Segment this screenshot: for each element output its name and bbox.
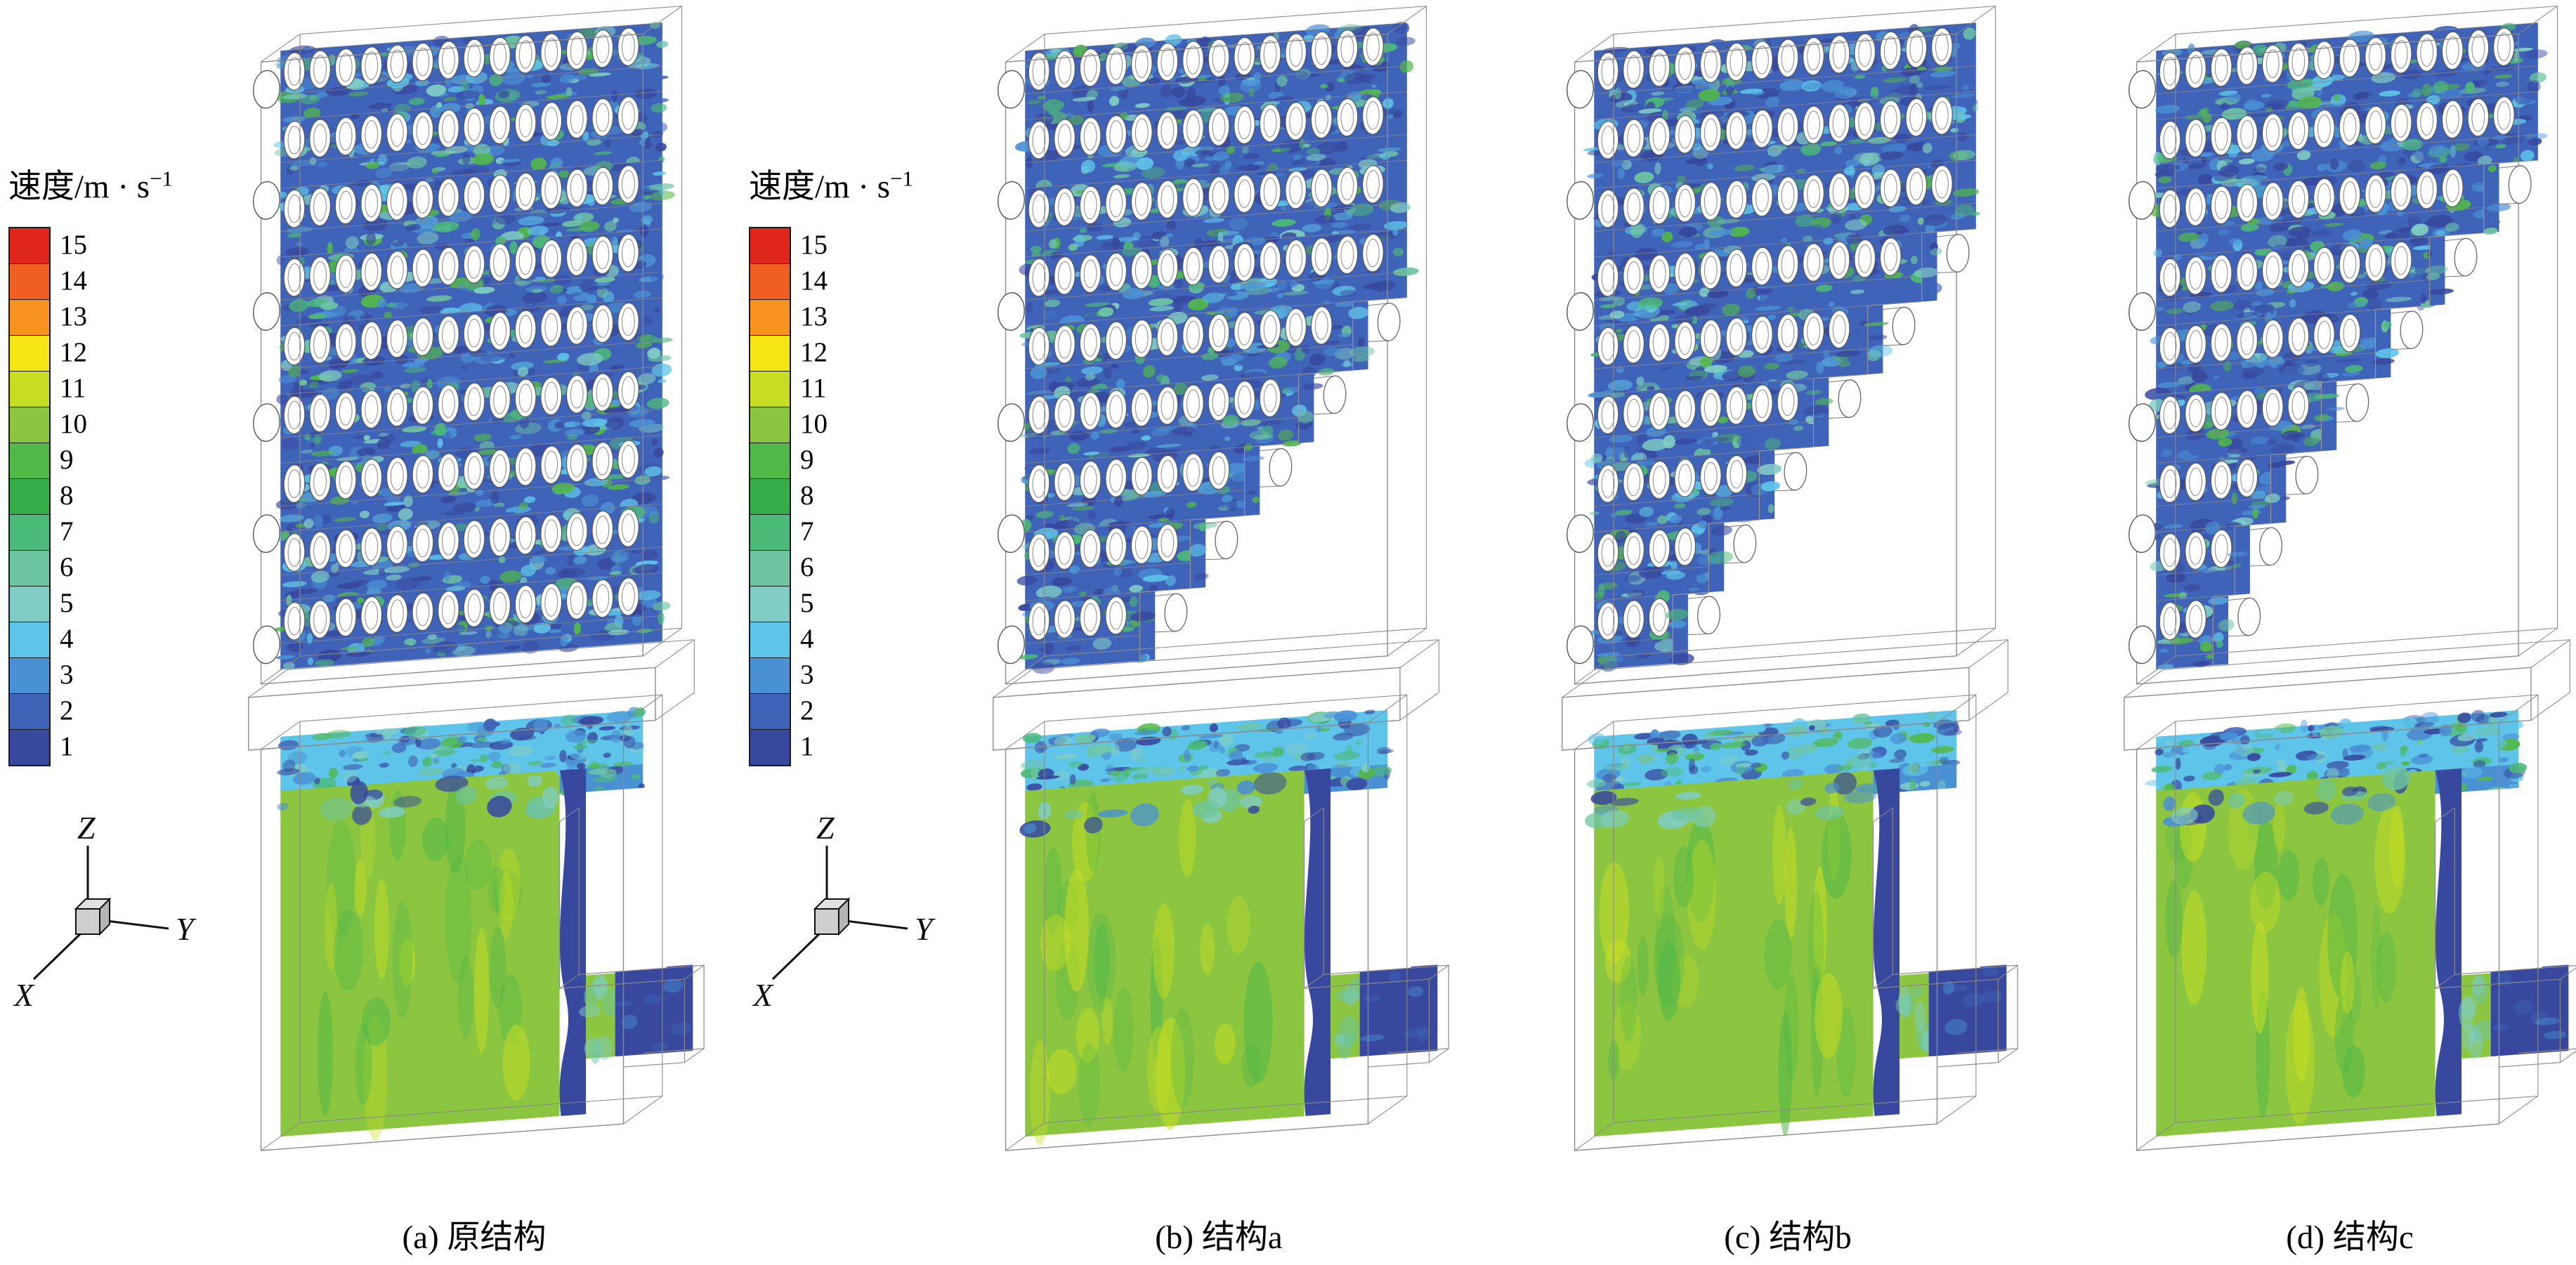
colorbar-tick-labels: 15 14 13 12 11 10 9 8 7 6 5 4 3 2 1 bbox=[800, 227, 828, 764]
axis-triad-1: Z X Y bbox=[13, 810, 197, 1013]
colorbar-cell-6 bbox=[750, 550, 790, 586]
colorbar-title-text: 速度/m · s bbox=[749, 169, 891, 205]
colorbar-cell-1 bbox=[750, 729, 790, 765]
colorbar-tick-label: 5 bbox=[60, 588, 74, 618]
colorbar-body: 15 14 13 12 11 10 9 8 7 6 5 4 3 2 1 bbox=[749, 227, 913, 766]
y-axis-label: Y bbox=[176, 911, 197, 947]
colorbar-cell-5 bbox=[10, 586, 49, 622]
colorbar-title: 速度/m · s−1 bbox=[749, 159, 913, 207]
colorbar-cell-11 bbox=[10, 371, 49, 407]
panel-d-contour-plot bbox=[2124, 6, 2576, 1151]
colorbar-tick-label: 1 bbox=[60, 731, 74, 761]
colorbar-cell-7 bbox=[10, 514, 49, 550]
x-axis-label: X bbox=[13, 977, 35, 1013]
colorbar-cell-8 bbox=[10, 478, 49, 514]
colorbar-tick-label: 6 bbox=[60, 552, 74, 582]
colorbar-tick-label: 3 bbox=[800, 660, 814, 690]
colorbar-legend-1: 速度/m · s−1 15 14 13 12 11 10 9 8 7 6 5 4 3 2 1 bbox=[8, 159, 173, 766]
colorbar-tick-label: 9 bbox=[800, 445, 814, 475]
origin-cube-front bbox=[75, 908, 100, 935]
colorbar bbox=[8, 227, 51, 766]
colorbar-tick-label: 7 bbox=[800, 516, 814, 546]
colorbar-tick-label: 14 bbox=[800, 266, 828, 296]
x-axis-label: X bbox=[752, 977, 774, 1013]
colorbar-cell-13 bbox=[10, 299, 49, 335]
colorbar-cell-12 bbox=[10, 335, 49, 371]
colorbar-cell-2 bbox=[750, 693, 790, 729]
origin-cube-front bbox=[814, 908, 839, 935]
colorbar-cell-5 bbox=[750, 586, 790, 622]
colorbar-tick-label: 2 bbox=[800, 695, 814, 726]
colorbar-title-text: 速度/m · s bbox=[8, 169, 150, 205]
colorbar-cell-3 bbox=[10, 657, 49, 693]
colorbar-tick-label: 14 bbox=[60, 266, 87, 296]
colorbar-tick-label: 12 bbox=[60, 337, 87, 367]
colorbar-tick-label: 15 bbox=[800, 230, 828, 260]
panel-a-contour-plot bbox=[248, 6, 705, 1151]
colorbar-tick-label: 13 bbox=[60, 301, 87, 332]
colorbar-cell-2 bbox=[10, 693, 49, 729]
colorbar-tick-label: 11 bbox=[60, 373, 86, 403]
colorbar-cell-11 bbox=[750, 371, 790, 407]
colorbar-cell-14 bbox=[750, 263, 790, 299]
colorbar-cell-10 bbox=[10, 407, 49, 443]
colorbar-cell-15 bbox=[10, 228, 49, 263]
colorbar-tick-labels: 15 14 13 12 11 10 9 8 7 6 5 4 3 2 1 bbox=[60, 227, 87, 764]
colorbar-tick-label: 13 bbox=[800, 301, 828, 332]
colorbar-tick-label: 2 bbox=[60, 695, 74, 726]
y-axis-line bbox=[100, 919, 169, 930]
colorbar-cell-12 bbox=[750, 335, 790, 371]
colorbar-tick-label: 5 bbox=[800, 588, 814, 618]
colorbar-tick-label: 15 bbox=[60, 230, 87, 260]
colorbar-cell-10 bbox=[750, 407, 790, 443]
colorbar-tick-label: 4 bbox=[60, 624, 74, 654]
colorbar-cell-6 bbox=[10, 550, 49, 586]
y-axis-label: Y bbox=[915, 911, 936, 947]
colorbar-title-sup: −1 bbox=[890, 166, 914, 191]
colorbar-cell-7 bbox=[750, 514, 790, 550]
colorbar-tick-label: 7 bbox=[60, 516, 74, 546]
panel-a-caption: (a) 原结构 bbox=[402, 1219, 547, 1256]
colorbar-cell-9 bbox=[10, 443, 49, 478]
colorbar-title-sup: −1 bbox=[150, 166, 174, 191]
colorbar-cell-8 bbox=[750, 478, 790, 514]
colorbar-cell-15 bbox=[750, 228, 790, 263]
colorbar-tick-label: 9 bbox=[60, 445, 74, 475]
panel-d-caption: (d) 结构c bbox=[2286, 1219, 2414, 1256]
colorbar-tick-label: 1 bbox=[800, 731, 814, 761]
colorbar-cell-4 bbox=[750, 622, 790, 657]
colorbar-tick-label: 10 bbox=[60, 409, 87, 439]
colorbar bbox=[749, 227, 791, 766]
colorbar-cell-13 bbox=[750, 299, 790, 335]
z-axis-label: Z bbox=[816, 810, 835, 846]
colorbar-cell-1 bbox=[10, 729, 49, 765]
panel-c-contour-plot bbox=[1562, 6, 2018, 1151]
colorbar-cell-14 bbox=[10, 263, 49, 299]
colorbar-tick-label: 6 bbox=[800, 552, 814, 582]
x-axis-line bbox=[32, 931, 83, 981]
x-axis-line bbox=[771, 931, 822, 981]
colorbar-cell-3 bbox=[750, 657, 790, 693]
axis-triad-2: Z X Y bbox=[752, 810, 936, 1013]
colorbar-tick-label: 11 bbox=[800, 373, 827, 403]
z-axis-label: Z bbox=[77, 810, 96, 846]
y-axis-line bbox=[839, 919, 908, 930]
panel-b-caption: (b) 结构a bbox=[1155, 1219, 1283, 1256]
colorbar-cell-9 bbox=[750, 443, 790, 478]
colorbar-cell-4 bbox=[10, 622, 49, 657]
colorbar-tick-label: 4 bbox=[800, 624, 814, 654]
colorbar-body: 15 14 13 12 11 10 9 8 7 6 5 4 3 2 1 bbox=[8, 227, 173, 766]
panel-b-contour-plot bbox=[993, 6, 1449, 1151]
colorbar-tick-label: 8 bbox=[60, 480, 74, 511]
colorbar-tick-label: 12 bbox=[800, 337, 828, 367]
colorbar-tick-label: 8 bbox=[800, 480, 814, 511]
colorbar-tick-label: 3 bbox=[60, 660, 74, 690]
colorbar-tick-label: 10 bbox=[800, 409, 828, 439]
colorbar-legend-2: 速度/m · s−1 15 14 13 12 11 10 9 8 7 6 5 4 3 2 1 bbox=[749, 159, 913, 766]
panel-c-caption: (c) 结构b bbox=[1724, 1219, 1852, 1256]
colorbar-title: 速度/m · s−1 bbox=[8, 159, 173, 207]
